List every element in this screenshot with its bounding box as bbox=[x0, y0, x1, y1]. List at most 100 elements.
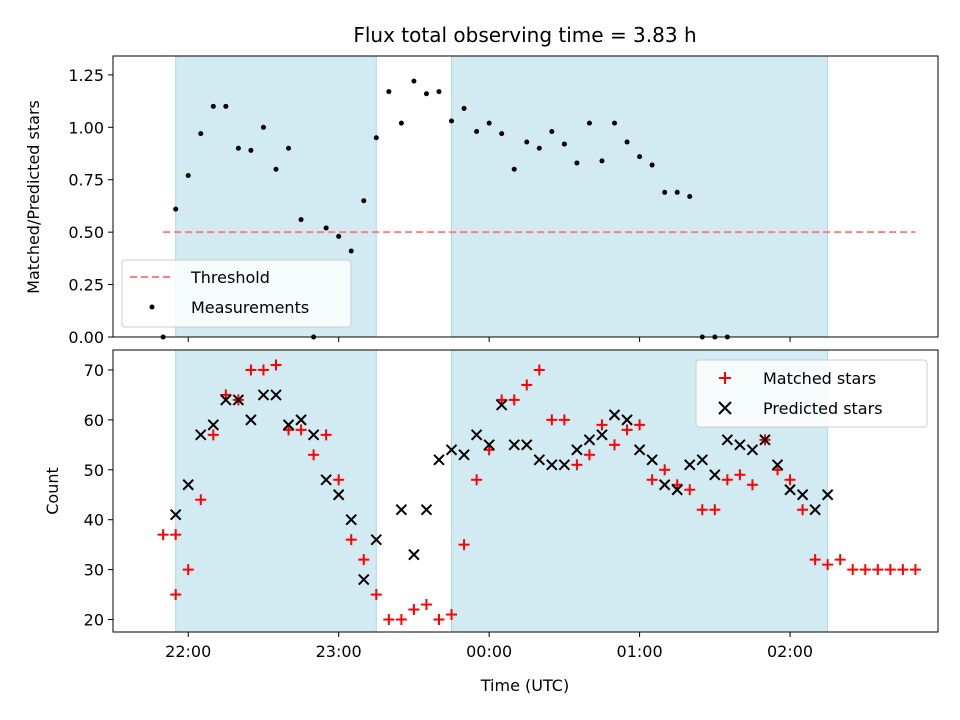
bottom-panel: 20 30 40 50 60 70 22:00 23:00 00:00 01:00 02:00 T… bbox=[43, 349, 939, 695]
y-tick-label: 0.50 bbox=[68, 223, 104, 242]
observing-window-2 bbox=[451, 55, 829, 338]
measurement-point bbox=[223, 103, 229, 109]
predicted-star-point bbox=[182, 479, 194, 491]
top-panel: 0.00 0.25 0.50 0.75 1.00 1.25 Flux total obse… bbox=[24, 23, 939, 347]
matched-star-point bbox=[571, 459, 583, 471]
measurement-point bbox=[286, 145, 292, 151]
measurement-point bbox=[348, 248, 354, 254]
matched-star-point bbox=[458, 539, 470, 551]
predicted-star-point bbox=[646, 454, 658, 466]
measurement-point bbox=[561, 141, 567, 147]
matched-star-point bbox=[734, 469, 746, 481]
measurement-point bbox=[436, 89, 442, 95]
predicted-star-point bbox=[245, 414, 257, 426]
bottom-x-ticks: 22:00 23:00 00:00 01:00 02:00 bbox=[165, 632, 813, 661]
bottom-axes-frame bbox=[112, 349, 939, 633]
y-tick-label: 1.25 bbox=[68, 66, 104, 85]
predicted-star-point bbox=[458, 449, 470, 461]
bottom-points bbox=[157, 359, 921, 626]
matched-star-point bbox=[746, 479, 758, 491]
matched-star-point bbox=[897, 564, 909, 576]
matched-star-point bbox=[834, 554, 846, 566]
matched-star-point bbox=[320, 429, 332, 441]
measurement-point bbox=[574, 160, 580, 166]
measurement-point bbox=[373, 135, 379, 141]
top-axes-frame bbox=[112, 55, 939, 338]
measurement-point bbox=[586, 120, 592, 126]
predicted-star-point bbox=[508, 439, 520, 451]
predicted-star-point bbox=[709, 469, 721, 481]
matched-star-point bbox=[784, 474, 796, 486]
measurement-point bbox=[411, 78, 417, 84]
matched-star-point bbox=[596, 419, 608, 431]
matched-star-point bbox=[583, 449, 595, 461]
predicted-star-point bbox=[395, 504, 408, 516]
predicted-star-point bbox=[621, 414, 633, 426]
matched-star-point bbox=[245, 364, 257, 376]
measurement-point bbox=[674, 189, 680, 195]
matched-star-point bbox=[822, 559, 834, 571]
legend-predicted-label: Predicted stars bbox=[763, 399, 883, 418]
matched-star-point bbox=[621, 424, 633, 436]
matched-star-point bbox=[446, 609, 458, 621]
matched-star-point bbox=[295, 424, 307, 436]
matched-star-point bbox=[546, 414, 558, 426]
matched-star-point bbox=[182, 564, 194, 576]
matched-star-point bbox=[609, 439, 621, 451]
y-tick-label: 60 bbox=[84, 411, 104, 430]
top-legend-box bbox=[121, 259, 352, 328]
matched-star-point bbox=[270, 359, 282, 371]
measurement-point bbox=[386, 89, 392, 95]
predicted-star-point bbox=[320, 474, 332, 486]
matched-star-point bbox=[646, 474, 658, 486]
y-tick-label: 0.25 bbox=[68, 276, 104, 295]
predicted-star-point bbox=[608, 409, 621, 421]
y-tick-label: 1.00 bbox=[68, 118, 104, 137]
matched-star-point bbox=[521, 379, 533, 391]
bottom-legend-box bbox=[695, 359, 928, 428]
matched-star-point bbox=[533, 364, 545, 376]
predicted-star-point bbox=[583, 434, 596, 446]
predicted-star-point bbox=[220, 394, 232, 406]
measurement-point bbox=[173, 206, 179, 212]
y-tick-label: 70 bbox=[84, 361, 104, 380]
predicted-star-point bbox=[734, 439, 746, 451]
predicted-star-point bbox=[533, 454, 545, 466]
matched-star-point bbox=[872, 564, 884, 576]
predicted-star-point bbox=[345, 513, 357, 526]
predicted-star-point bbox=[796, 489, 809, 501]
x-tick-label: 22:00 bbox=[165, 642, 211, 661]
measurement-point bbox=[361, 198, 367, 204]
matched-star-point bbox=[433, 614, 445, 626]
measurement-point bbox=[524, 139, 530, 145]
matched-star-point bbox=[345, 534, 357, 546]
matched-star-point bbox=[195, 494, 207, 506]
measurement-point bbox=[536, 145, 542, 151]
predicted-star-point bbox=[470, 429, 483, 441]
matched-star-point bbox=[333, 474, 345, 486]
measurement-point bbox=[235, 145, 241, 151]
matched-star-point bbox=[207, 429, 219, 441]
top-y-ticks: 0.00 0.25 0.50 0.75 1.00 1.25 bbox=[68, 66, 113, 347]
predicted-star-point bbox=[295, 414, 307, 426]
matched-star-point bbox=[358, 554, 370, 566]
measurement-point bbox=[612, 120, 618, 126]
y-tick-label: 0.00 bbox=[68, 328, 104, 347]
measurement-point bbox=[549, 128, 555, 134]
measurement-point bbox=[449, 118, 455, 124]
predicted-star-point bbox=[746, 444, 759, 456]
matched-star-point bbox=[157, 529, 169, 541]
matched-star-point bbox=[909, 564, 921, 576]
measurement-point bbox=[298, 217, 304, 223]
predicted-star-point bbox=[759, 434, 771, 446]
matched-star-point bbox=[659, 464, 671, 476]
bottom-legend: Matched stars Predicted stars bbox=[695, 359, 928, 428]
x-tick-label: 00:00 bbox=[466, 642, 512, 661]
predicted-star-point bbox=[658, 479, 671, 491]
predicted-star-point bbox=[433, 454, 445, 466]
x-tick-label: 23:00 bbox=[316, 642, 362, 661]
top-legend: Threshold Measurements bbox=[121, 259, 352, 328]
observing-window-1 bbox=[175, 349, 377, 633]
bottom-y-ticks: 20 30 40 50 60 70 bbox=[84, 361, 113, 630]
bottom-y-axis-label: Count bbox=[43, 467, 62, 515]
